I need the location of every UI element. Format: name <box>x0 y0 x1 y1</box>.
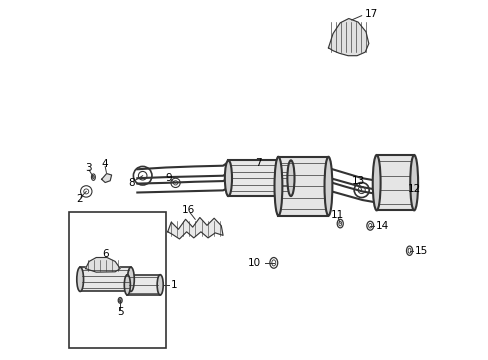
Text: 14: 14 <box>375 221 388 231</box>
Ellipse shape <box>157 275 163 295</box>
Text: 11: 11 <box>330 210 343 220</box>
Bar <box>228 160 290 196</box>
Ellipse shape <box>77 267 83 292</box>
Bar <box>80 267 131 292</box>
Text: 6: 6 <box>102 249 109 259</box>
Text: 16: 16 <box>182 205 195 215</box>
Text: 15: 15 <box>414 246 427 256</box>
Ellipse shape <box>127 267 134 292</box>
Bar <box>127 275 160 295</box>
Bar <box>69 212 165 348</box>
Text: 10: 10 <box>247 258 261 268</box>
Ellipse shape <box>224 160 231 196</box>
Polygon shape <box>85 257 120 272</box>
Polygon shape <box>167 217 223 239</box>
Text: 17: 17 <box>365 9 378 19</box>
Polygon shape <box>328 18 368 56</box>
Ellipse shape <box>124 275 130 295</box>
Text: 13: 13 <box>351 176 365 186</box>
Text: 3: 3 <box>84 163 91 173</box>
Ellipse shape <box>409 155 417 210</box>
Text: 4: 4 <box>102 159 108 169</box>
Polygon shape <box>102 174 111 183</box>
Text: 12: 12 <box>407 184 420 194</box>
Ellipse shape <box>324 157 332 216</box>
Bar <box>376 155 413 210</box>
Text: 5: 5 <box>117 307 123 317</box>
Text: 8: 8 <box>128 177 135 188</box>
Text: 7: 7 <box>254 158 261 168</box>
Text: 1: 1 <box>171 280 178 291</box>
Text: 2: 2 <box>76 194 82 203</box>
Bar <box>278 157 328 216</box>
Ellipse shape <box>274 157 282 216</box>
Text: 9: 9 <box>165 173 172 183</box>
Ellipse shape <box>287 160 294 196</box>
Ellipse shape <box>372 155 380 210</box>
